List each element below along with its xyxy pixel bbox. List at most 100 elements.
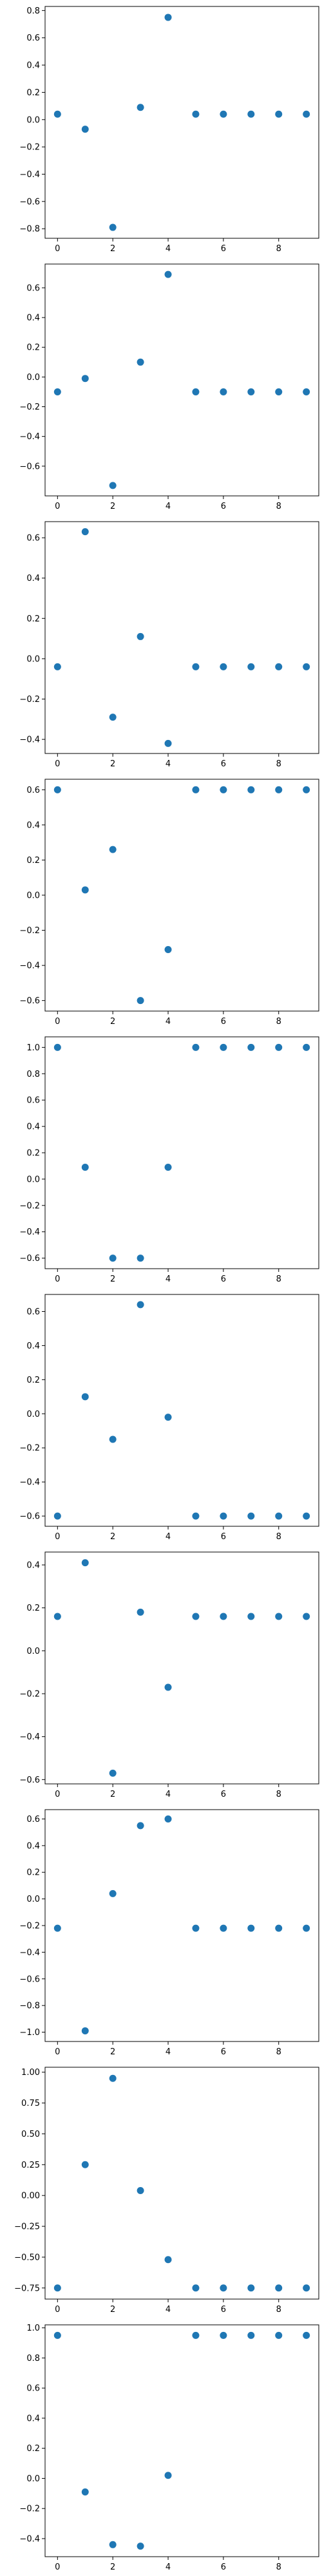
y-tick-label: 0.0 (26, 891, 40, 901)
scatter-point (220, 110, 227, 118)
y-tick-label: 0.2 (26, 1868, 40, 1878)
y-tick-label: 0.4 (26, 61, 40, 71)
scatter-panel-4: 0 2 4 6 8 −0.6 −0.4 −0.2 0.0 0.2 0.4 0.6 (19, 779, 319, 1027)
scatter-point (137, 358, 144, 366)
scatter-point (81, 1559, 89, 1567)
y-tick-label: −0.6 (19, 1254, 40, 1264)
y-tick-label: 0.2 (26, 1149, 40, 1159)
x-tick-label: 6 (221, 2305, 226, 2315)
x-tick-label: 4 (166, 502, 171, 511)
x-tick-label: 2 (110, 502, 115, 511)
scatter-point (53, 663, 61, 670)
y-tick-label: 0.2 (26, 88, 40, 98)
y-tick-label: −0.4 (19, 961, 40, 971)
x-tick-label: 8 (276, 2562, 281, 2572)
scatter-point (275, 663, 283, 670)
scatter-point (247, 2284, 255, 2292)
y-tick-label: −0.2 (19, 2505, 40, 2514)
y-tick-label: 0.0 (26, 2474, 40, 2484)
x-tick-label: 6 (221, 1532, 226, 1542)
y-tick-label: −0.50 (14, 2253, 40, 2262)
scatter-point (303, 1043, 310, 1051)
axes-frame (44, 263, 319, 497)
x-tick-label: 8 (276, 1790, 281, 1799)
scatter-point (137, 2543, 144, 2550)
x-tick-label: 6 (221, 244, 226, 254)
y-tick-label: 0.2 (26, 1604, 40, 1613)
scatter-panel-6: 0 2 4 6 8 −0.6 −0.4 −0.2 0.0 0.2 0.4 0.6 (19, 1294, 319, 1542)
scatter-point (220, 2284, 227, 2292)
y-tick-label: 0.6 (26, 1307, 40, 1317)
scatter-point (247, 663, 255, 670)
scatter-point (192, 388, 200, 395)
axes-frame (44, 6, 319, 239)
x-tick-label: 2 (110, 2562, 115, 2572)
scatter-point (247, 388, 255, 395)
x-tick-label: 0 (55, 1017, 60, 1027)
x-tick-label: 4 (166, 1274, 171, 1284)
scatter-panel-8: 0 2 4 6 8 −1.0 −0.8 −0.6 −0.4 −0.2 0.0 0.2 0.4 0.6 (19, 1809, 319, 2057)
x-tick-label: 2 (110, 2305, 115, 2315)
scatter-point (81, 2161, 89, 2168)
y-tick-label: 0.4 (26, 314, 40, 323)
y-tick-label: 0.6 (26, 534, 40, 544)
x-tick-label: 4 (166, 759, 171, 769)
scatter-point (109, 1769, 117, 1777)
y-tick-label: 0.2 (26, 1376, 40, 1385)
y-tick-label: 0.4 (26, 1341, 40, 1351)
x-tick-label: 4 (166, 1017, 171, 1027)
x-tick-label: 0 (55, 1790, 60, 1799)
y-tick-label: 0.4 (26, 1841, 40, 1851)
x-tick-label: 2 (110, 1532, 115, 1542)
scatter-panel-1: 0 2 4 6 8 −0.8 −0.6 −0.4 −0.2 0.0 0.2 0.4 0.6 0.8 (19, 6, 319, 254)
scatter-point (303, 2331, 310, 2339)
y-tick-label: −0.75 (14, 2284, 40, 2293)
scatter-point (164, 1164, 172, 1171)
scatter-point (303, 110, 310, 118)
scatter-panel-7: 0 2 4 6 8 −0.6 −0.4 −0.2 0.0 0.2 0.4 (19, 1551, 319, 1799)
x-tick-label: 6 (221, 502, 226, 511)
scatter-panel-10: 0 2 4 6 8 −0.4 −0.2 0.0 0.2 0.4 0.6 0.8 1.0 (19, 2324, 319, 2572)
x-tick-label: 8 (276, 244, 281, 254)
x-tick-label: 2 (110, 1274, 115, 1284)
scatter-point (164, 1815, 172, 1823)
scatter-point (81, 1164, 89, 1171)
x-tick-label: 2 (110, 759, 115, 769)
scatter-point (275, 786, 283, 793)
scatter-point (164, 2256, 172, 2264)
y-tick-label: 0.75 (21, 2099, 40, 2108)
axes-frame (44, 1551, 319, 1785)
y-tick-label: −1.0 (19, 2028, 40, 2038)
scatter-point (220, 1924, 227, 1932)
y-tick-label: 0.0 (26, 654, 40, 664)
y-tick-label: 0.6 (26, 2384, 40, 2394)
x-tick-label: 0 (55, 759, 60, 769)
scatter-point (137, 2186, 144, 2194)
y-tick-label: 0.6 (26, 1815, 40, 1824)
scatter-point (164, 14, 172, 21)
y-tick-label: 0.2 (26, 343, 40, 353)
scatter-point (247, 1043, 255, 1051)
x-tick-label: 8 (276, 759, 281, 769)
x-tick-label: 6 (221, 759, 226, 769)
scatter-point (81, 2027, 89, 2034)
scatter-point (137, 104, 144, 111)
y-tick-label: −0.4 (19, 1227, 40, 1237)
y-tick-label: 0.0 (26, 373, 40, 383)
y-tick-label: 0.8 (26, 1070, 40, 1079)
scatter-point (81, 126, 89, 133)
scatter-point (109, 2074, 117, 2082)
axes-frame (44, 779, 319, 1012)
scatter-point (164, 946, 172, 954)
axes-frame (44, 1294, 319, 1527)
scatter-point (137, 632, 144, 640)
x-tick-label: 4 (166, 244, 171, 254)
y-tick-label: −0.4 (19, 2534, 40, 2544)
y-tick-label: −0.6 (19, 1975, 40, 1984)
y-tick-label: −0.4 (19, 1478, 40, 1488)
y-tick-label: 0.00 (21, 2192, 40, 2201)
scatter-point (137, 1255, 144, 1262)
scatter-point (164, 739, 172, 747)
x-tick-label: 8 (276, 1274, 281, 1284)
